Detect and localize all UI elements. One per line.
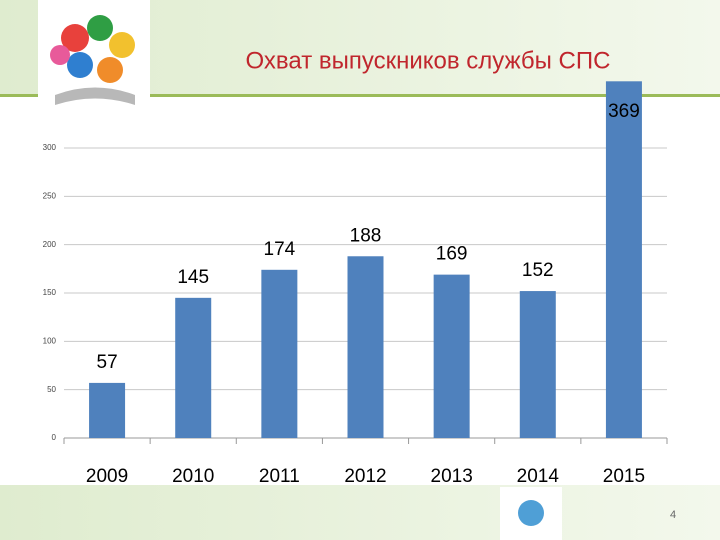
page-number: 4 — [670, 509, 676, 521]
y-tick-label: 0 — [52, 433, 57, 442]
data-label: 57 — [97, 352, 118, 373]
y-tick-label: 50 — [47, 385, 56, 394]
x-tick-label: 2013 — [431, 466, 473, 487]
footer-band — [0, 485, 720, 540]
x-tick-label: 2010 — [172, 466, 214, 487]
x-tick-label: 2015 — [603, 466, 645, 487]
logo — [50, 15, 135, 105]
x-tick-label: 2014 — [517, 466, 560, 487]
data-label: 188 — [350, 225, 382, 246]
y-tick-label: 100 — [43, 336, 57, 345]
data-label: 152 — [522, 260, 554, 281]
bar — [89, 382, 126, 438]
x-tick-label: 2009 — [86, 466, 128, 487]
bar — [175, 297, 212, 438]
bar — [433, 274, 470, 438]
bar — [261, 269, 298, 438]
y-tick-label: 300 — [43, 143, 57, 152]
data-label: 145 — [177, 267, 209, 288]
bar — [347, 256, 384, 438]
bar — [605, 81, 642, 439]
data-label: 174 — [264, 239, 296, 260]
footer-logo — [518, 500, 544, 526]
x-tick-label: 2011 — [259, 466, 300, 487]
data-label: 369 — [608, 101, 640, 122]
header-rule — [0, 94, 720, 97]
y-tick-label: 250 — [43, 191, 57, 200]
x-tick-label: 2012 — [344, 466, 386, 487]
y-tick-label: 150 — [43, 288, 57, 297]
bar — [519, 291, 556, 438]
slide-title: Охват выпускников службы СПС — [246, 47, 611, 74]
data-label: 169 — [436, 244, 468, 265]
y-tick-label: 200 — [43, 240, 57, 249]
